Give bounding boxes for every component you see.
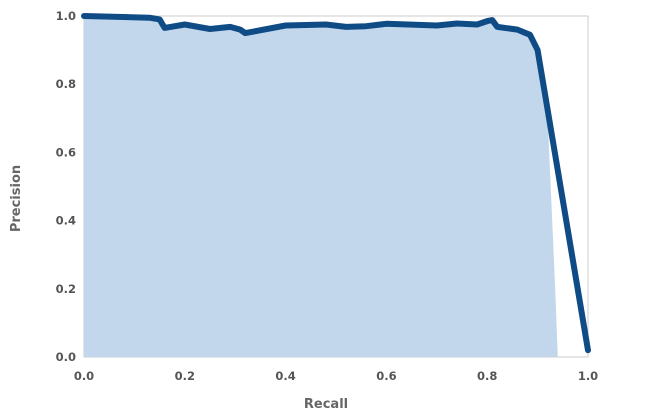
y-tick-label: 0.6: [56, 145, 76, 159]
x-tick-label: 0.8: [477, 369, 497, 383]
x-tick-label: 1.0: [578, 369, 598, 383]
y-tick-label: 0.2: [56, 282, 76, 296]
y-axis-ticks: 0.0 0.2 0.4 0.6 0.8 1.0: [56, 9, 76, 364]
area-fill: [84, 16, 558, 357]
x-tick-label: 0.2: [175, 369, 195, 383]
y-tick-label: 0.0: [56, 350, 76, 364]
y-tick-label: 1.0: [56, 9, 76, 23]
x-tick-label: 0.0: [74, 369, 94, 383]
y-tick-label: 0.4: [56, 214, 76, 228]
x-axis-ticks: 0.0 0.2 0.4 0.6 0.8 1.0: [74, 369, 598, 383]
y-tick-label: 0.8: [56, 77, 76, 91]
precision-recall-curve: [81, 13, 591, 354]
x-tick-label: 0.6: [376, 369, 396, 383]
x-tick-label: 0.4: [275, 369, 295, 383]
x-axis-title: Recall: [304, 397, 348, 411]
y-axis-title: Precision: [9, 165, 24, 232]
